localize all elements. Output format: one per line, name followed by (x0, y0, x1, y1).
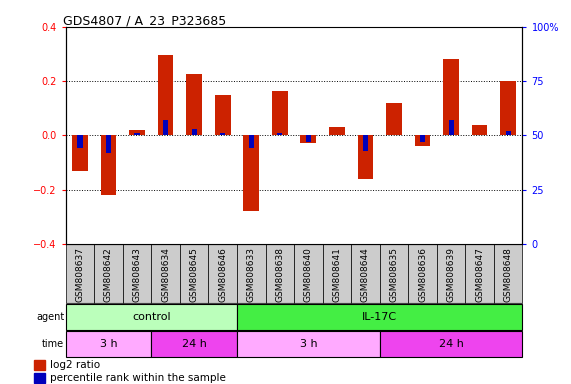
Text: GSM808636: GSM808636 (418, 247, 427, 302)
Bar (186, 74, 202, 136)
Bar (272, 91, 288, 136)
Bar (363, 136, 368, 151)
Bar (443, 60, 459, 136)
Bar (34, 360, 45, 370)
Bar (437, 244, 465, 303)
Text: GSM808637: GSM808637 (75, 247, 85, 302)
Text: GSM808635: GSM808635 (389, 247, 399, 302)
Bar (329, 127, 345, 136)
Bar (449, 120, 454, 136)
Bar (66, 304, 237, 330)
Bar (294, 244, 323, 303)
Text: GSM808641: GSM808641 (332, 247, 341, 302)
Bar (237, 331, 380, 357)
Bar (351, 244, 380, 303)
Bar (123, 244, 151, 303)
Text: control: control (132, 312, 171, 322)
Bar (306, 136, 311, 142)
Text: 24 h: 24 h (439, 339, 464, 349)
Text: GSM808634: GSM808634 (161, 247, 170, 302)
Bar (249, 136, 254, 148)
Text: GSM808647: GSM808647 (475, 247, 484, 302)
Text: time: time (42, 339, 65, 349)
Text: agent: agent (36, 312, 65, 322)
Bar (380, 244, 408, 303)
Bar (357, 136, 373, 179)
Bar (163, 120, 168, 136)
Text: IL-17C: IL-17C (362, 312, 397, 322)
Bar (472, 124, 488, 136)
Bar (278, 133, 283, 136)
Text: GSM808643: GSM808643 (132, 247, 142, 302)
Bar (34, 373, 45, 383)
Bar (420, 136, 425, 142)
Bar (494, 244, 522, 303)
Text: GSM808644: GSM808644 (361, 247, 370, 301)
Bar (237, 304, 522, 330)
Text: GDS4807 / A_23_P323685: GDS4807 / A_23_P323685 (63, 14, 227, 27)
Bar (72, 136, 88, 170)
Bar (129, 130, 145, 136)
Text: GSM808639: GSM808639 (447, 247, 456, 302)
Bar (135, 133, 140, 136)
Bar (380, 331, 522, 357)
Bar (386, 103, 402, 136)
Text: GSM808642: GSM808642 (104, 247, 113, 301)
Bar (300, 136, 316, 144)
Text: GSM808638: GSM808638 (275, 247, 284, 302)
Text: GSM808648: GSM808648 (504, 247, 513, 302)
Bar (465, 244, 494, 303)
Text: 3 h: 3 h (300, 339, 317, 349)
Bar (506, 131, 510, 136)
Bar (100, 136, 116, 195)
Text: GSM808640: GSM808640 (304, 247, 313, 302)
Bar (151, 331, 237, 357)
Text: 3 h: 3 h (100, 339, 117, 349)
Bar (215, 95, 231, 136)
Bar (237, 244, 266, 303)
Bar (78, 136, 83, 148)
Text: GSM808645: GSM808645 (190, 247, 199, 302)
Bar (66, 331, 151, 357)
Bar (415, 136, 431, 146)
Bar (266, 244, 294, 303)
Bar (243, 136, 259, 211)
Bar (323, 244, 351, 303)
Text: 24 h: 24 h (182, 339, 207, 349)
Bar (220, 133, 225, 136)
Bar (180, 244, 208, 303)
Text: percentile rank within the sample: percentile rank within the sample (50, 373, 226, 383)
Bar (151, 244, 180, 303)
Text: GSM808646: GSM808646 (218, 247, 227, 302)
Bar (192, 129, 196, 136)
Bar (408, 244, 437, 303)
Bar (66, 244, 94, 303)
Bar (500, 81, 516, 136)
Text: log2 ratio: log2 ratio (50, 360, 100, 370)
Bar (106, 136, 111, 153)
Text: GSM808633: GSM808633 (247, 247, 256, 302)
Bar (208, 244, 237, 303)
Bar (94, 244, 123, 303)
Bar (158, 55, 174, 136)
